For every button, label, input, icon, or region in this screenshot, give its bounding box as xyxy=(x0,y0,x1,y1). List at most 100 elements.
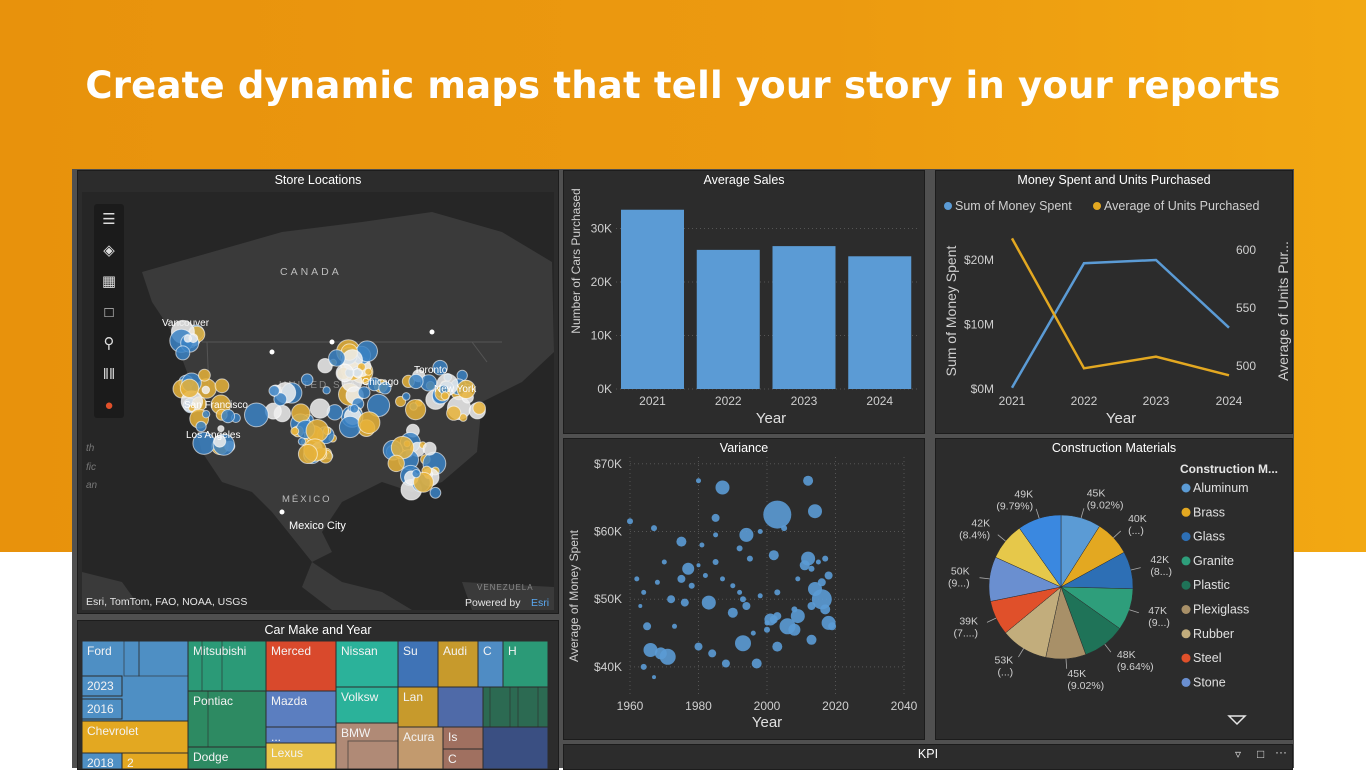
x-tick-label: 2022 xyxy=(715,394,742,408)
variance-panel[interactable]: Variance Average of Money Spent Year $40… xyxy=(563,438,925,740)
legend-dot xyxy=(1181,677,1191,687)
bars-icon[interactable]: ‖‖ xyxy=(102,366,116,383)
treemap-subcell xyxy=(347,740,399,769)
scatter-point xyxy=(795,576,801,582)
store-marker xyxy=(183,334,193,343)
store-marker xyxy=(268,385,280,397)
variance-ylabel: Average of Money Spent xyxy=(567,529,581,662)
map-label-mexico: MÉXICO xyxy=(282,494,331,505)
y-tick-label: $60K xyxy=(594,524,622,538)
store-marker xyxy=(273,392,288,407)
treemap-subcell xyxy=(489,686,511,728)
x-tick-label: 2022 xyxy=(1071,394,1098,408)
y-tick-left: $0M xyxy=(971,382,994,396)
scatter-point xyxy=(801,551,816,566)
scatter-point xyxy=(688,582,695,589)
kpi-panel[interactable]: KPI ▿ □ ··· xyxy=(563,744,1293,770)
store-marker xyxy=(338,415,362,439)
treemap-cell xyxy=(265,640,337,692)
y-tick-left: $20M xyxy=(964,253,994,267)
pie-data-label: 47K (9...) xyxy=(1148,605,1170,629)
money-units-panel[interactable]: Money Spent and Units Purchased Sum of M… xyxy=(935,170,1293,434)
legend-dot xyxy=(1181,532,1191,542)
bar xyxy=(772,246,836,389)
search-icon[interactable]: ⚲ xyxy=(103,335,115,352)
avatar-icon[interactable]: ● xyxy=(104,397,114,414)
treemap-label: Lan xyxy=(403,690,423,704)
pie-leader-line xyxy=(1113,530,1122,538)
store-marker xyxy=(335,363,354,383)
store-marker xyxy=(328,349,346,367)
store-marker xyxy=(446,405,462,421)
svg-text:th: th xyxy=(86,443,95,454)
map-canvas[interactable]: CANADA UNITED STATES MÉXICO Mexico City … xyxy=(82,192,554,610)
legend-label: Stone xyxy=(1193,675,1226,689)
scatter-point xyxy=(696,478,701,484)
treemap-label: Pontiac xyxy=(193,694,233,708)
focus-mode-icon[interactable]: □ xyxy=(1257,747,1265,761)
legend-dot xyxy=(1181,507,1191,517)
scatter-point xyxy=(790,609,805,624)
treemap-label: Acura xyxy=(403,730,435,744)
store-marker xyxy=(408,373,424,390)
money-ylabel-right: Average of Units Pur... xyxy=(1275,241,1291,381)
map-panel[interactable]: Store Locations CANADA UNITED STATES MÉX… xyxy=(77,170,559,614)
store-marker xyxy=(472,401,486,415)
scatter-point xyxy=(735,635,751,652)
scatter-point xyxy=(764,626,770,633)
average-sales-chart: Number of Cars Purchased Year 0K 10K 20K 30… xyxy=(569,188,919,427)
pie-leader-line xyxy=(1018,648,1024,658)
store-marker xyxy=(429,486,442,499)
x-tick-label: 2024 xyxy=(1216,394,1243,408)
banner-title: Create dynamic maps that tell your story… xyxy=(85,64,1281,107)
treemap-label: C xyxy=(448,752,457,766)
treemap-label: Merced xyxy=(271,644,311,658)
map-label-mexico-city: Mexico City xyxy=(289,520,346,532)
store-marker xyxy=(432,359,448,376)
x-tick-label: 2024 xyxy=(866,394,893,408)
more-options-icon[interactable]: ··· xyxy=(1275,745,1287,759)
store-marker xyxy=(322,386,331,395)
scatter-point xyxy=(701,595,716,610)
layers-icon[interactable]: ◈ xyxy=(103,242,115,259)
scatter-point xyxy=(730,583,736,589)
map-label-toronto: Toronto xyxy=(414,365,448,376)
average-sales-panel[interactable]: Average Sales Number of Cars Purchased Y… xyxy=(563,170,925,434)
treemap-label: C xyxy=(483,644,492,658)
treemap-cell xyxy=(502,640,549,688)
scatter-point xyxy=(815,559,821,565)
store-marker xyxy=(201,385,211,395)
treemap-cell xyxy=(121,752,189,769)
legend-dot xyxy=(1181,556,1191,566)
treemap-label: BMW xyxy=(341,726,371,740)
central-america-land xyxy=(302,562,412,610)
scatter-point xyxy=(715,480,730,495)
svg-text:an: an xyxy=(86,480,98,491)
map-powered-by-brand: Esri xyxy=(531,597,549,609)
scatter-point xyxy=(788,623,801,636)
store-marker xyxy=(213,434,227,448)
scatter-point xyxy=(727,607,738,618)
menu-icon[interactable]: ☰ xyxy=(102,211,116,228)
filter-icon[interactable]: ▿ xyxy=(1235,747,1242,761)
legend-dot xyxy=(1181,483,1191,493)
treemap-label: Mazda xyxy=(271,694,307,708)
scatter-point xyxy=(643,643,658,657)
materials-panel[interactable]: Construction Materials Construction M...… xyxy=(935,438,1293,740)
scatter-point xyxy=(746,555,753,562)
store-markers xyxy=(169,319,486,515)
treemap-label: ... xyxy=(271,730,281,744)
bar xyxy=(621,209,684,389)
scatter-point xyxy=(757,593,763,599)
treemap-panel[interactable]: Car Make and Year Ford Mitsubishi Merced Ni… xyxy=(77,620,559,770)
store-marker xyxy=(291,403,311,423)
pie-data-label: 45K (9.02%) xyxy=(1067,668,1104,692)
x-tick-label: 2023 xyxy=(791,394,818,408)
select-icon[interactable]: □ xyxy=(104,304,114,321)
store-marker xyxy=(175,345,191,361)
map-label-venezuela: VENEZUELA xyxy=(477,583,534,592)
y-tick-right: 500 xyxy=(1236,359,1256,373)
treemap-label: Mitsubishi xyxy=(193,644,246,658)
map-attribution: Esri, TomTom, FAO, NOAA, USGS xyxy=(86,596,247,608)
qr-icon[interactable]: ▦ xyxy=(101,273,117,290)
